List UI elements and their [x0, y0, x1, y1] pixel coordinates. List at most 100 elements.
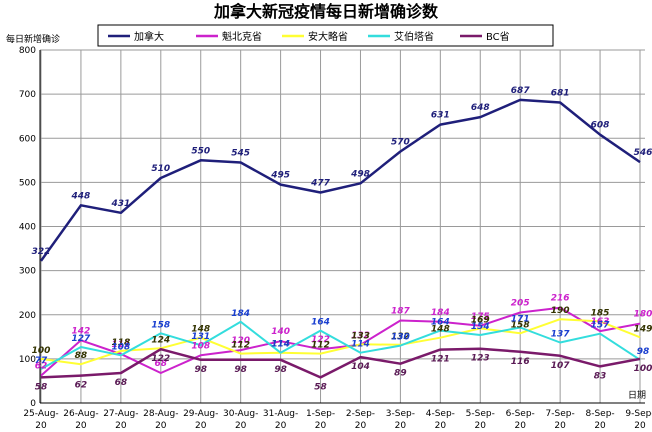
x-tick-label: 26-Aug- 20 — [63, 409, 98, 431]
data-label: 184 — [431, 308, 450, 318]
data-label: 322 — [32, 247, 51, 257]
data-label: 123 — [471, 354, 490, 364]
x-tick-line: 25-Aug- — [23, 409, 58, 419]
x-tick-line: 20 — [395, 421, 407, 431]
x-tick-line: 20 — [155, 421, 167, 431]
data-label: 158 — [511, 320, 530, 330]
x-tick-line: 7-Sep- — [546, 409, 575, 419]
x-tick-label: 5-Sep- 20 — [466, 409, 495, 431]
data-label: 108 — [111, 342, 130, 352]
data-label: 112 — [231, 341, 250, 351]
chart-title: 加拿大新冠疫情每日新增确诊数 — [213, 2, 439, 21]
x-tick-label: 3-Sep- 20 — [386, 409, 415, 431]
y-tick-label: 500 — [19, 178, 36, 188]
data-label: 122 — [311, 335, 330, 345]
legend-label: 魁北克省 — [222, 30, 262, 43]
data-label: 114 — [271, 340, 290, 350]
x-tick-line: 20 — [554, 421, 566, 431]
x-tick-line: 29-Aug- — [183, 409, 218, 419]
x-tick-label: 9-Sep- 20 — [625, 409, 652, 431]
data-label: 169 — [471, 315, 490, 325]
x-tick-line: 8-Sep- — [585, 409, 614, 419]
data-label: 149 — [634, 324, 652, 334]
data-label: 104 — [351, 362, 370, 372]
data-label: 570 — [391, 137, 410, 147]
x-tick-label: 4-Sep- 20 — [426, 409, 455, 431]
legend-label: BC省 — [486, 30, 510, 43]
data-label: 510 — [151, 164, 170, 174]
x-tick-line: 20 — [75, 421, 87, 431]
data-label: 158 — [151, 320, 170, 330]
data-label: 154 — [471, 322, 490, 332]
x-tick-label: 30-Aug- 20 — [223, 409, 258, 431]
data-labels: 322 448 431 510 550 545 495 477 498 570 631 648 687 6… — [32, 86, 652, 393]
y-tick-label: 100 — [19, 355, 36, 365]
data-label: 495 — [270, 171, 290, 181]
x-tick-line: 27-Aug- — [103, 409, 138, 419]
data-label: 98 — [274, 365, 287, 375]
series-line — [40, 306, 641, 377]
data-label: 142 — [72, 326, 91, 336]
data-label: 111 — [111, 340, 130, 350]
data-label: 157 — [591, 321, 611, 331]
x-tick-line: 20 — [594, 421, 606, 431]
data-label: 608 — [591, 121, 610, 131]
legend-label: 安大略省 — [308, 30, 348, 43]
data-label: 120 — [231, 336, 250, 346]
x-tick-line: 20 — [315, 421, 327, 431]
data-label: 187 — [391, 306, 411, 316]
data-label: 171 — [511, 315, 530, 325]
data-label: 130 — [391, 333, 410, 343]
x-tick-line: 28-Aug- — [143, 409, 178, 419]
data-label: 68 — [115, 378, 128, 388]
x-tick-line: 20 — [514, 421, 526, 431]
y-axis-label: 每日新增确诊 — [6, 33, 60, 45]
data-label: 116 — [511, 357, 530, 367]
data-label: 448 — [71, 191, 91, 201]
data-label: 175 — [471, 312, 490, 322]
data-label: 127 — [72, 334, 92, 344]
data-label: 62 — [75, 381, 88, 391]
x-tick-line: 20 — [235, 421, 247, 431]
data-label: 163 — [591, 317, 610, 327]
x-tick-label: 2-Sep- 20 — [346, 409, 375, 431]
data-label: 148 — [191, 325, 210, 335]
data-label: 122 — [151, 354, 170, 364]
data-label: 98 — [637, 347, 650, 357]
data-label: 205 — [511, 299, 530, 309]
x-tick-line: 4-Sep- — [426, 409, 455, 419]
series-line — [40, 320, 641, 370]
data-label: 62 — [35, 362, 48, 372]
data-label: 631 — [431, 111, 450, 121]
x-tick-line: 1-Sep- — [306, 409, 335, 419]
data-label: 133 — [351, 331, 370, 341]
y-tick-label: 800 — [19, 46, 36, 56]
x-tick-line: 31-Aug- — [263, 409, 298, 419]
legend-label: 加拿大 — [134, 30, 164, 43]
data-label: 77 — [35, 356, 48, 366]
data-label: 124 — [151, 335, 170, 345]
data-label: 546 — [634, 148, 652, 158]
data-label: 648 — [471, 103, 490, 113]
data-label: 108 — [191, 341, 210, 351]
x-axis-label: 日期 — [628, 390, 646, 401]
x-tick-line: 20 — [35, 421, 47, 431]
x-tick-label: 29-Aug- 20 — [183, 409, 218, 431]
data-label: 88 — [75, 351, 88, 361]
x-tick-label: 27-Aug- 20 — [103, 409, 138, 431]
data-label: 498 — [350, 169, 370, 179]
axes — [39, 50, 645, 404]
data-label: 100 — [634, 364, 652, 374]
data-label: 58 — [314, 382, 327, 392]
y-tick-label: 600 — [19, 134, 36, 144]
x-tick-line: 30-Aug- — [223, 409, 258, 419]
x-tick-label: 8-Sep- 20 — [585, 409, 614, 431]
data-label: 180 — [634, 310, 652, 320]
data-label: 121 — [431, 355, 450, 365]
x-tick-line: 26-Aug- — [63, 409, 98, 419]
x-tick-line: 20 — [634, 421, 646, 431]
series-line — [40, 318, 641, 366]
series-line — [40, 347, 641, 379]
data-label: 100 — [32, 346, 51, 356]
data-label: 98 — [234, 365, 247, 375]
